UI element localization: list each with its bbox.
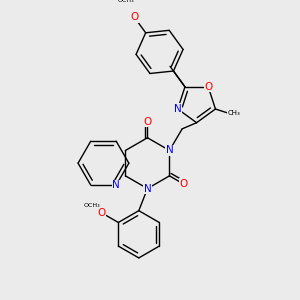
Text: O: O xyxy=(98,208,106,218)
Text: N: N xyxy=(144,184,151,194)
Text: O: O xyxy=(179,179,187,189)
Text: O: O xyxy=(130,12,139,22)
Text: CH₃: CH₃ xyxy=(227,110,240,116)
Text: OCH₃: OCH₃ xyxy=(83,203,100,208)
Text: N: N xyxy=(174,104,182,114)
Text: O: O xyxy=(143,117,152,127)
Text: OCH₃: OCH₃ xyxy=(118,0,135,3)
Text: O: O xyxy=(204,82,212,92)
Text: N: N xyxy=(166,146,173,155)
Text: N: N xyxy=(112,180,120,190)
